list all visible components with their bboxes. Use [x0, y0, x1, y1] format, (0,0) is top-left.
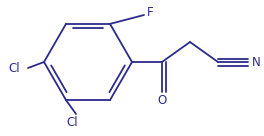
Text: Cl: Cl	[8, 61, 20, 75]
Text: N: N	[252, 55, 260, 69]
Text: Cl: Cl	[66, 115, 78, 129]
Text: F: F	[147, 5, 153, 18]
Text: O: O	[157, 94, 167, 106]
